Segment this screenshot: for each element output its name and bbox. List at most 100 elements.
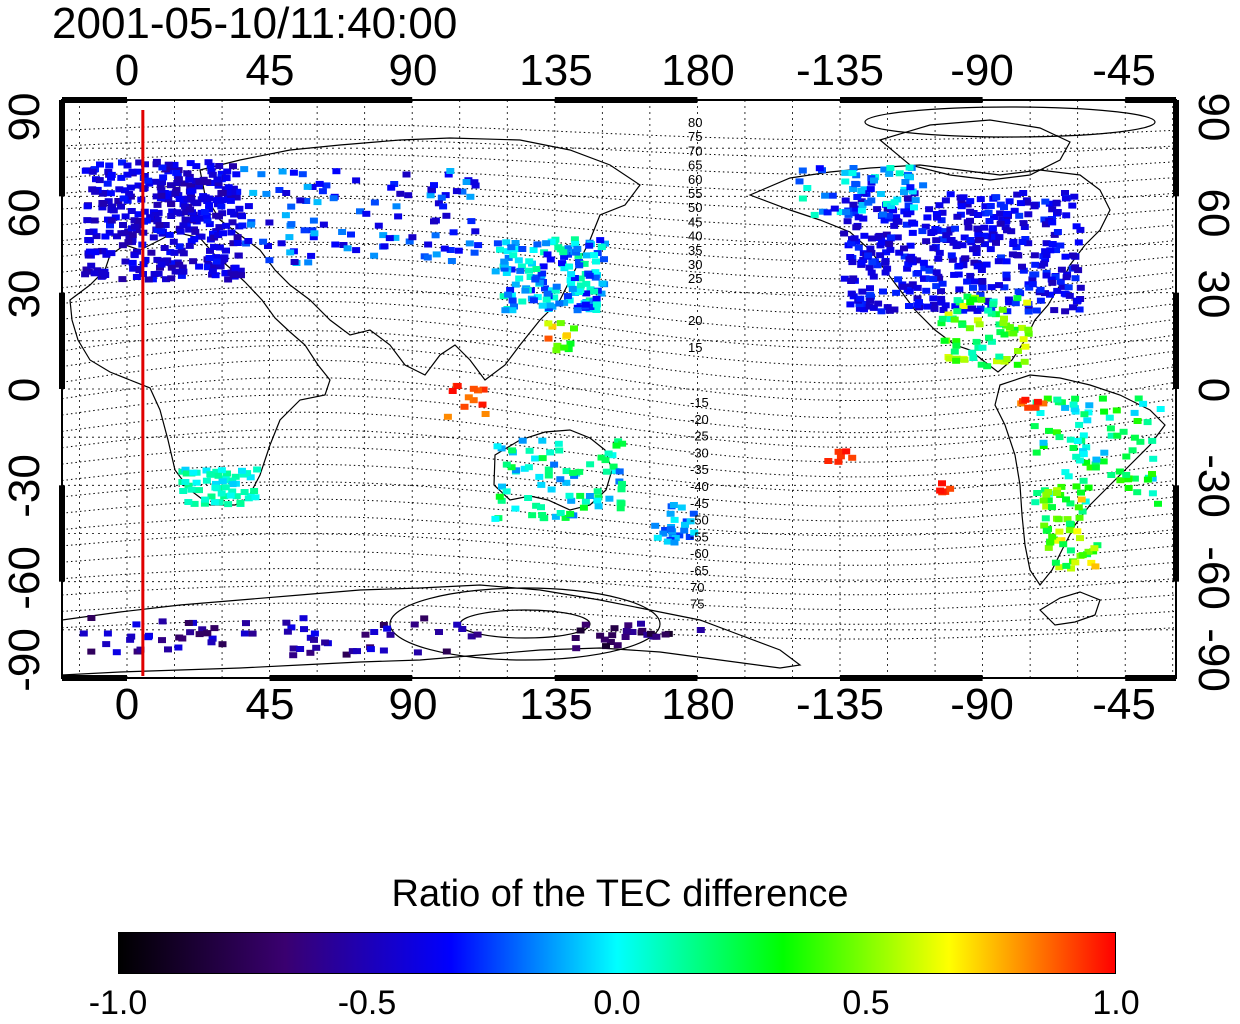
tec-point: [308, 184, 317, 190]
tec-point: [319, 221, 328, 228]
tec-point: [542, 296, 551, 303]
colorbar-tick: -1.0: [88, 984, 148, 1022]
tec-point: [1002, 271, 1011, 278]
tec-point: [1032, 449, 1041, 456]
tec-point: [160, 245, 169, 251]
tec-point: [957, 199, 966, 206]
tec-point: [141, 161, 149, 168]
tec-point: [975, 237, 983, 244]
tec-point: [638, 627, 647, 634]
tec-point: [1208, 250, 1216, 256]
tec-point: [980, 232, 989, 239]
tec-point: [977, 361, 986, 368]
tec-point: [119, 195, 128, 202]
tec-point: [982, 261, 991, 268]
tec-point: [173, 173, 182, 179]
tec-point: [121, 258, 130, 265]
tec-point: [217, 170, 226, 177]
tec-point: [582, 290, 591, 297]
tec-point: [958, 242, 967, 249]
tec-point: [883, 304, 892, 311]
tec-point: [127, 633, 136, 640]
tec-point: [1130, 409, 1139, 416]
tec-point: [1107, 432, 1116, 439]
tec-point: [1206, 159, 1214, 165]
tec-point: [561, 514, 570, 521]
tec-point: [218, 210, 227, 217]
tec-point: [544, 466, 553, 473]
tec-point: [124, 239, 133, 246]
tec-point: [1112, 407, 1121, 414]
contour-label: -30: [690, 445, 709, 460]
tec-point: [988, 225, 997, 232]
lon-tick-top: 180: [661, 46, 735, 95]
contour-label: -55: [690, 529, 709, 544]
tec-point: [1005, 299, 1014, 306]
tec-point: [507, 266, 516, 273]
tec-point: [999, 320, 1008, 327]
tec-point: [1033, 490, 1042, 496]
tec-point: [585, 272, 594, 279]
tec-point: [904, 202, 913, 209]
tec-point: [200, 500, 209, 507]
tec-point: [981, 241, 989, 248]
tec-point: [685, 534, 694, 540]
tec-point: [1061, 404, 1070, 411]
tec-point: [87, 648, 96, 655]
tec-point: [1073, 528, 1082, 535]
tec-point: [134, 182, 143, 189]
tec-point: [234, 252, 243, 259]
tec-point: [906, 184, 915, 191]
tec-point: [601, 457, 610, 464]
tec-point: [198, 215, 207, 222]
tec-point: [972, 338, 981, 345]
tec-point: [565, 297, 574, 304]
tec-point: [1207, 624, 1215, 630]
tec-point: [135, 267, 144, 274]
tec-point: [182, 470, 191, 477]
tec-point: [959, 307, 968, 314]
magnetic-contour: [62, 515, 1175, 552]
tec-point: [287, 203, 296, 210]
tec-point: [1052, 429, 1061, 436]
tec-point: [236, 499, 245, 506]
tec-point: [497, 445, 506, 452]
tec-point: [848, 170, 857, 177]
tec-point: [1031, 261, 1040, 268]
tec-point: [940, 228, 949, 235]
tec-point: [195, 263, 204, 270]
tec-point: [189, 469, 198, 476]
tec-point: [968, 349, 977, 356]
tec-point: [622, 628, 631, 634]
tec-point: [905, 256, 914, 263]
tec-point: [1053, 490, 1061, 496]
tec-point: [906, 242, 915, 249]
tec-point: [583, 252, 591, 259]
tec-point: [887, 234, 896, 241]
tec-point: [532, 266, 541, 272]
tec-point: [566, 340, 575, 347]
tec-point: [1069, 304, 1077, 311]
tec-point: [210, 234, 219, 241]
tec-point: [179, 488, 188, 494]
tec-point: [338, 229, 347, 235]
tec-point: [1086, 464, 1095, 471]
tec-point: [1212, 185, 1220, 191]
tec-point: [107, 217, 116, 224]
tec-point: [899, 283, 908, 290]
tec-point: [958, 321, 967, 328]
tec-point: [953, 241, 962, 248]
tec-point: [1206, 251, 1214, 257]
tec-point: [867, 197, 876, 204]
tec-point: [117, 174, 126, 181]
tec-point: [849, 201, 858, 208]
tec-point: [970, 259, 979, 266]
tec-point: [437, 194, 446, 201]
tec-point: [446, 168, 455, 174]
tec-point: [890, 199, 899, 206]
tec-point: [957, 203, 966, 210]
tec-point: [611, 467, 620, 474]
tec-point: [1041, 248, 1050, 255]
tec-point: [458, 188, 467, 195]
tec-point: [885, 307, 894, 314]
